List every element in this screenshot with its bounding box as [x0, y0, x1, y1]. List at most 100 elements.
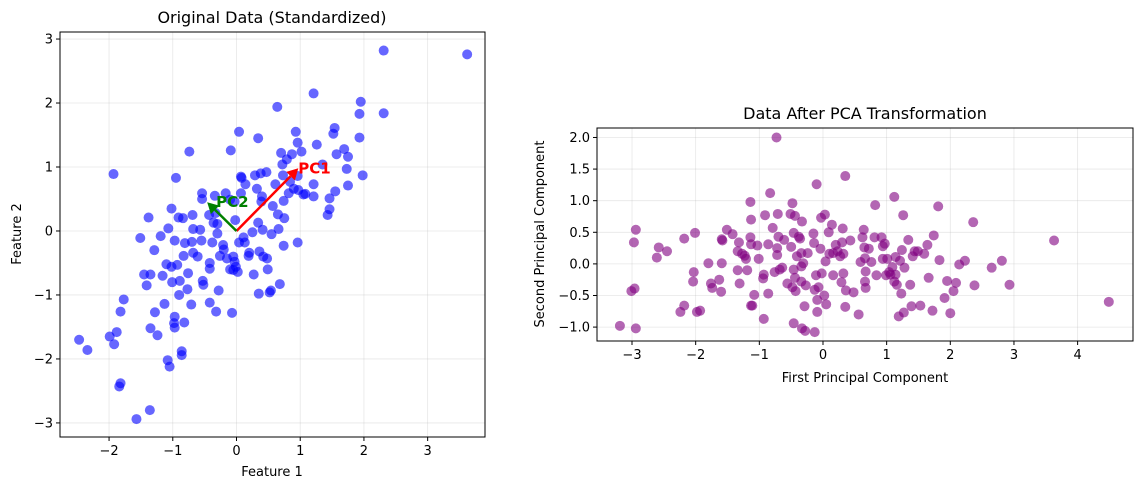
left-data-point	[108, 169, 119, 180]
left-data-point	[172, 259, 183, 270]
right-x-tick-label: −2	[686, 348, 705, 363]
right-y-tick-label: 0.5	[569, 226, 590, 241]
left-data-point	[212, 228, 223, 239]
right-data-point	[1103, 296, 1114, 307]
left-data-point	[253, 133, 264, 144]
left-data-point	[74, 334, 85, 345]
right-data-point	[679, 233, 690, 244]
left-data-point	[357, 170, 368, 181]
right-data-point	[853, 309, 864, 320]
right-data-point	[662, 246, 673, 257]
left-data-point	[339, 144, 350, 155]
left-data-point	[218, 244, 229, 255]
left-data-point	[251, 183, 262, 194]
left-data-point	[155, 231, 166, 242]
left-data-point	[166, 203, 177, 214]
right-data-point	[838, 248, 849, 259]
right-data-point	[717, 235, 728, 246]
right-x-axis-label: First Principal Component	[782, 371, 949, 386]
left-data-point	[235, 188, 246, 199]
left-data-point	[355, 96, 366, 107]
right-data-point	[863, 243, 874, 254]
left-data-point	[177, 213, 188, 224]
left-chart-title: Original Data (Standardized)	[157, 8, 386, 27]
right-data-point	[688, 276, 699, 287]
left-data-point	[118, 294, 129, 305]
left-data-point	[248, 269, 259, 280]
left-data-point	[145, 269, 156, 280]
right-data-point	[819, 290, 830, 301]
right-data-point	[767, 222, 778, 233]
left-data-point	[225, 145, 236, 156]
right-data-point	[860, 266, 871, 277]
right-data-point	[826, 219, 837, 230]
right-data-point	[870, 200, 881, 211]
right-data-point	[887, 262, 898, 273]
right-data-point	[838, 268, 849, 279]
right-data-point	[809, 327, 820, 338]
left-data-point	[169, 322, 180, 333]
right-data-point	[821, 299, 832, 310]
right-data-point	[848, 287, 859, 298]
right-data-point	[772, 208, 783, 219]
right-data-point	[796, 216, 807, 227]
right-data-point	[845, 235, 856, 246]
right-data-point	[772, 243, 783, 254]
right-data-point	[866, 256, 877, 267]
right-x-tick-label: 4	[1073, 348, 1081, 363]
right-x-tick-label: 3	[1010, 348, 1018, 363]
left-data-point	[308, 191, 319, 202]
left-data-point	[204, 297, 215, 308]
left-data-point	[109, 339, 120, 350]
right-data-point	[922, 239, 933, 250]
right-data-point	[934, 255, 945, 266]
left-data-point	[265, 285, 276, 296]
left-data-point	[141, 280, 152, 291]
right-y-tick-label: 0.0	[569, 257, 590, 272]
right-data-point	[795, 233, 806, 244]
right-data-point	[948, 286, 959, 297]
right-data-point	[882, 253, 893, 264]
left-x-tick-label: 2	[360, 444, 368, 459]
right-data-point	[800, 325, 811, 336]
left-data-point	[274, 279, 285, 290]
right-data-point	[651, 252, 662, 263]
right-data-point	[679, 300, 690, 311]
right-y-tick-label: 1.5	[569, 163, 590, 178]
right-data-point	[614, 320, 625, 331]
left-data-point	[204, 263, 215, 274]
left-data-point	[186, 299, 197, 310]
right-data-point	[790, 286, 801, 297]
left-data-point	[308, 179, 319, 190]
left-data-point	[240, 179, 251, 190]
left-data-point	[152, 330, 163, 341]
right-data-point	[763, 288, 774, 299]
left-data-point	[174, 275, 185, 286]
right-data-point	[688, 267, 699, 278]
left-x-tick-label: 3	[424, 444, 432, 459]
left-data-point	[149, 245, 160, 256]
right-data-point	[733, 237, 744, 248]
right-data-point	[777, 262, 788, 273]
left-y-tick-label: 1	[45, 161, 53, 176]
right-data-point	[812, 306, 823, 317]
left-y-tick-label: 3	[45, 33, 53, 48]
right-data-point	[837, 237, 848, 248]
right-data-point	[905, 279, 916, 290]
left-data-point	[317, 159, 328, 170]
right-data-point	[714, 274, 725, 285]
left-data-point	[213, 285, 224, 296]
left-x-tick-label: 0	[232, 444, 240, 459]
right-data-point	[809, 238, 820, 249]
right-data-point	[1049, 235, 1060, 246]
right-data-point	[896, 244, 907, 255]
left-data-point	[212, 218, 223, 229]
left-data-point	[159, 298, 170, 309]
left-data-point	[331, 149, 342, 160]
left-y-tick-label: −2	[34, 352, 53, 367]
left-data-point	[207, 237, 218, 248]
right-data-point	[820, 256, 831, 267]
left-data-point	[278, 170, 289, 181]
pc1-arrow	[235, 175, 292, 232]
